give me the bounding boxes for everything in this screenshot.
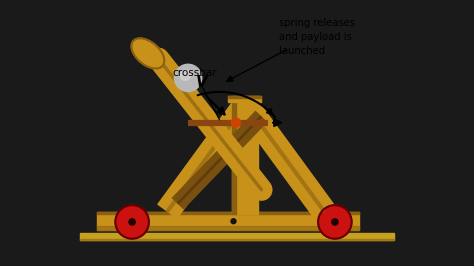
Bar (97, 226, 359, 230)
Text: spring releases
and payload is
launched: spring releases and payload is launched (279, 18, 355, 56)
Circle shape (231, 219, 236, 224)
Text: crossbar: crossbar (173, 68, 219, 120)
Bar (80, 239, 394, 240)
Bar (232, 97, 236, 214)
Bar (80, 233, 394, 240)
Ellipse shape (131, 38, 164, 69)
Bar (232, 97, 258, 101)
Circle shape (318, 205, 352, 239)
Circle shape (180, 70, 191, 80)
Bar (232, 97, 258, 214)
Bar (228, 96, 262, 102)
Circle shape (231, 118, 240, 127)
Bar (97, 212, 359, 230)
Circle shape (332, 219, 338, 225)
Text: V: V (196, 75, 208, 90)
Bar (228, 96, 262, 98)
Circle shape (175, 65, 201, 91)
Bar (97, 212, 359, 214)
Circle shape (129, 219, 135, 225)
Circle shape (115, 205, 149, 239)
